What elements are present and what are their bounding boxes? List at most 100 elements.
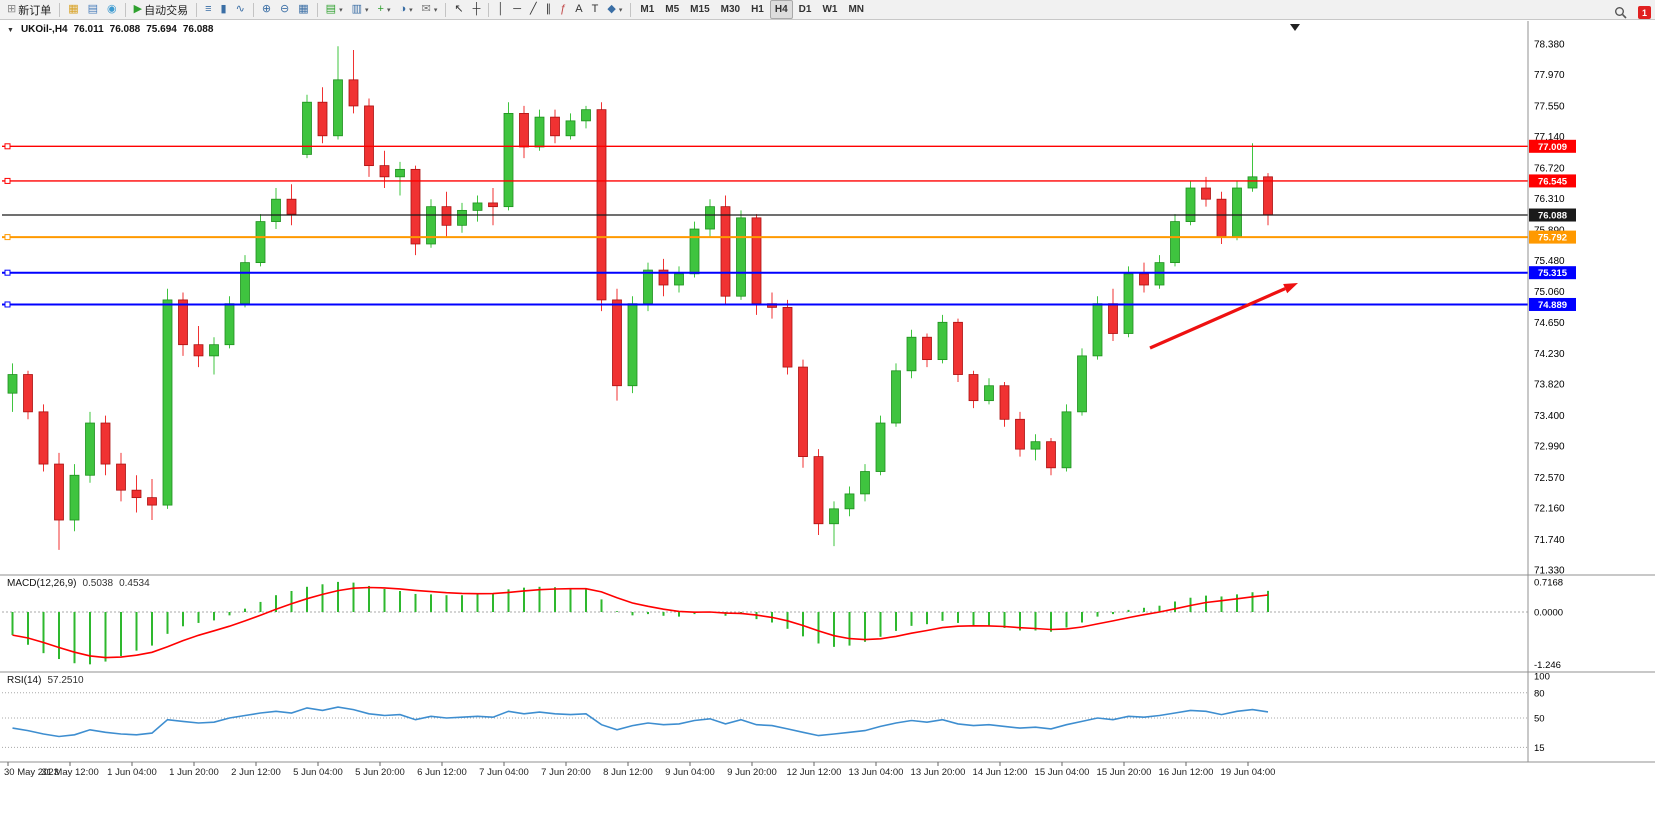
candle bbox=[38, 404, 49, 472]
market-watch-icon[interactable]: ▦ bbox=[64, 0, 82, 19]
candle bbox=[302, 94, 312, 159]
timeframe-mn-button[interactable]: MN bbox=[843, 0, 869, 19]
date-axis-label: 9 Jun 20:00 bbox=[727, 767, 777, 778]
vertical-line-icon-glyph: │ bbox=[497, 3, 505, 15]
timeframe-m1-button[interactable]: M1 bbox=[635, 0, 659, 19]
dropdown-arrow-icon[interactable]: ▾ bbox=[409, 6, 413, 14]
horizontal-line-object[interactable] bbox=[2, 143, 1528, 150]
line-chart-icon-glyph: ∿ bbox=[235, 3, 245, 15]
profiles-icon[interactable]: ▥ ▾ bbox=[348, 0, 373, 19]
timeframe-h4-button[interactable]: H4 bbox=[769, 0, 793, 19]
trend-arrow-object[interactable] bbox=[1149, 283, 1298, 350]
alerts-mail-icon[interactable]: ✉ ▾ bbox=[418, 0, 442, 19]
cursor-icon[interactable]: ↖ bbox=[450, 0, 467, 19]
add-indicator-icon[interactable]: + ▾ bbox=[374, 0, 395, 19]
templates-icon-glyph: ▤ bbox=[325, 3, 337, 15]
symbol-expander-icon[interactable]: ▼ bbox=[7, 27, 14, 34]
notification-badge[interactable]: 1 bbox=[1638, 6, 1651, 19]
period-clock-icon[interactable]: ◑ ▾ bbox=[395, 0, 416, 19]
candle bbox=[829, 501, 839, 547]
candle bbox=[519, 105, 529, 159]
timeframe-d1-button[interactable]: D1 bbox=[794, 0, 817, 19]
templates-icon[interactable]: ▤ ▾ bbox=[322, 0, 347, 19]
price-axis-label: 71.740 bbox=[1534, 535, 1565, 546]
candle bbox=[937, 314, 948, 364]
period-clock-icon-glyph: ◑ bbox=[399, 3, 407, 15]
candle bbox=[348, 49, 359, 114]
auto-trading-button-label: 自动交易 bbox=[144, 4, 189, 17]
tile-windows-icon[interactable]: ▦ bbox=[294, 0, 312, 19]
date-axis-label: 31 May 12:00 bbox=[41, 767, 99, 778]
candle bbox=[813, 449, 824, 535]
candle bbox=[968, 370, 979, 409]
timeframe-m5-button[interactable]: M5 bbox=[660, 0, 684, 19]
candle bbox=[488, 188, 498, 226]
chart-shift-marker[interactable] bbox=[1290, 24, 1300, 31]
timeframe-m5-button-label: M5 bbox=[665, 4, 680, 15]
horizontal-line-icon[interactable]: ─ bbox=[509, 0, 525, 19]
arrows-icon-glyph: ◆ bbox=[607, 3, 616, 15]
toolbar-separator bbox=[630, 2, 632, 17]
timeframe-h1-button[interactable]: H1 bbox=[746, 0, 769, 19]
text-icon[interactable]: A bbox=[571, 0, 586, 19]
add-indicator-icon-glyph: + bbox=[377, 3, 384, 15]
candle bbox=[1247, 143, 1258, 192]
vertical-line-icon[interactable]: │ bbox=[493, 0, 508, 19]
auto-trading-button[interactable]: ▶ 自动交易 bbox=[130, 0, 192, 19]
candle bbox=[209, 337, 219, 375]
horizontal-line-object[interactable] bbox=[2, 177, 1528, 184]
toolbar-separator bbox=[316, 2, 318, 17]
candle bbox=[23, 370, 33, 420]
new-order-button-icon: ⊞ bbox=[7, 3, 17, 15]
arrows-icon[interactable]: ◆ ▾ bbox=[603, 0, 626, 19]
navigator-icon[interactable]: ◉ bbox=[103, 0, 121, 19]
search-icon[interactable] bbox=[1610, 3, 1631, 22]
candlestick-chart-icon[interactable]: ▮ bbox=[217, 0, 231, 19]
bar-chart-icon-glyph: ≡ bbox=[205, 3, 212, 15]
timeframe-m15-button[interactable]: M15 bbox=[685, 0, 714, 19]
dropdown-arrow-icon[interactable]: ▾ bbox=[433, 6, 438, 14]
candle bbox=[379, 150, 390, 189]
price-badge-label: 74.889 bbox=[1538, 300, 1567, 311]
line-chart-icon[interactable]: ∿ bbox=[232, 0, 249, 19]
candle bbox=[426, 199, 436, 248]
dropdown-arrow-icon[interactable]: ▾ bbox=[386, 6, 391, 14]
price-axis-label: 72.990 bbox=[1534, 442, 1565, 453]
dropdown-arrow-icon[interactable]: ▾ bbox=[339, 6, 343, 14]
dropdown-arrow-icon[interactable]: ▾ bbox=[364, 6, 369, 14]
toolbar-separator bbox=[252, 2, 254, 17]
toolbar-separator bbox=[445, 2, 447, 17]
main-toolbar: ⊞ 新订单 ▦ ▤ ◉ ▶ 自动交易 ≡ ▮ ∿ ⊕ ⊖ ▦ ▤ ▾ ▥ ▾ + ▾ ◑ ▾ ✉ ▾ ↖ ┼ │ ─ ╱ ∥ ƒ A T ◆ ▾ M… bbox=[0, 0, 1655, 20]
zoom-out-icon[interactable]: ⊖ bbox=[276, 0, 293, 19]
date-axis-label: 30 May 2023 bbox=[4, 767, 59, 778]
candle bbox=[891, 363, 901, 427]
candle bbox=[457, 202, 467, 233]
price-axis-label: 77.970 bbox=[1534, 70, 1565, 81]
bar-chart-icon[interactable]: ≡ bbox=[201, 0, 215, 19]
price-badge bbox=[1529, 139, 1576, 153]
channel-icon[interactable]: ∥ bbox=[542, 0, 556, 19]
data-window-icon[interactable]: ▤ bbox=[84, 0, 102, 19]
date-axis-label: 1 Jun 20:00 bbox=[169, 767, 219, 778]
new-order-button[interactable]: ⊞ 新订单 bbox=[3, 0, 55, 19]
candle bbox=[271, 188, 281, 230]
price-badge bbox=[1529, 230, 1576, 244]
zoom-in-icon[interactable]: ⊕ bbox=[258, 0, 275, 19]
label-icon[interactable]: T bbox=[588, 0, 603, 19]
horizontal-line-object[interactable] bbox=[2, 269, 1528, 276]
candle bbox=[162, 288, 173, 509]
zoom-in-icon-glyph: ⊕ bbox=[261, 3, 272, 15]
candle bbox=[689, 221, 700, 278]
timeframe-w1-button[interactable]: W1 bbox=[817, 0, 842, 19]
fibonacci-icon[interactable]: ƒ bbox=[556, 0, 570, 19]
trendline-icon[interactable]: ╱ bbox=[526, 0, 541, 19]
timeframe-m30-button[interactable]: M30 bbox=[716, 0, 745, 19]
rsi-axis-label: 50 bbox=[1534, 714, 1545, 725]
crosshair-icon[interactable]: ┼ bbox=[469, 0, 485, 19]
candle bbox=[581, 105, 591, 129]
horizontal-line-object[interactable] bbox=[2, 301, 1528, 308]
horizontal-line-object[interactable] bbox=[2, 234, 1528, 241]
line-anchor-handle bbox=[4, 143, 11, 150]
dropdown-arrow-icon[interactable]: ▾ bbox=[618, 6, 623, 14]
